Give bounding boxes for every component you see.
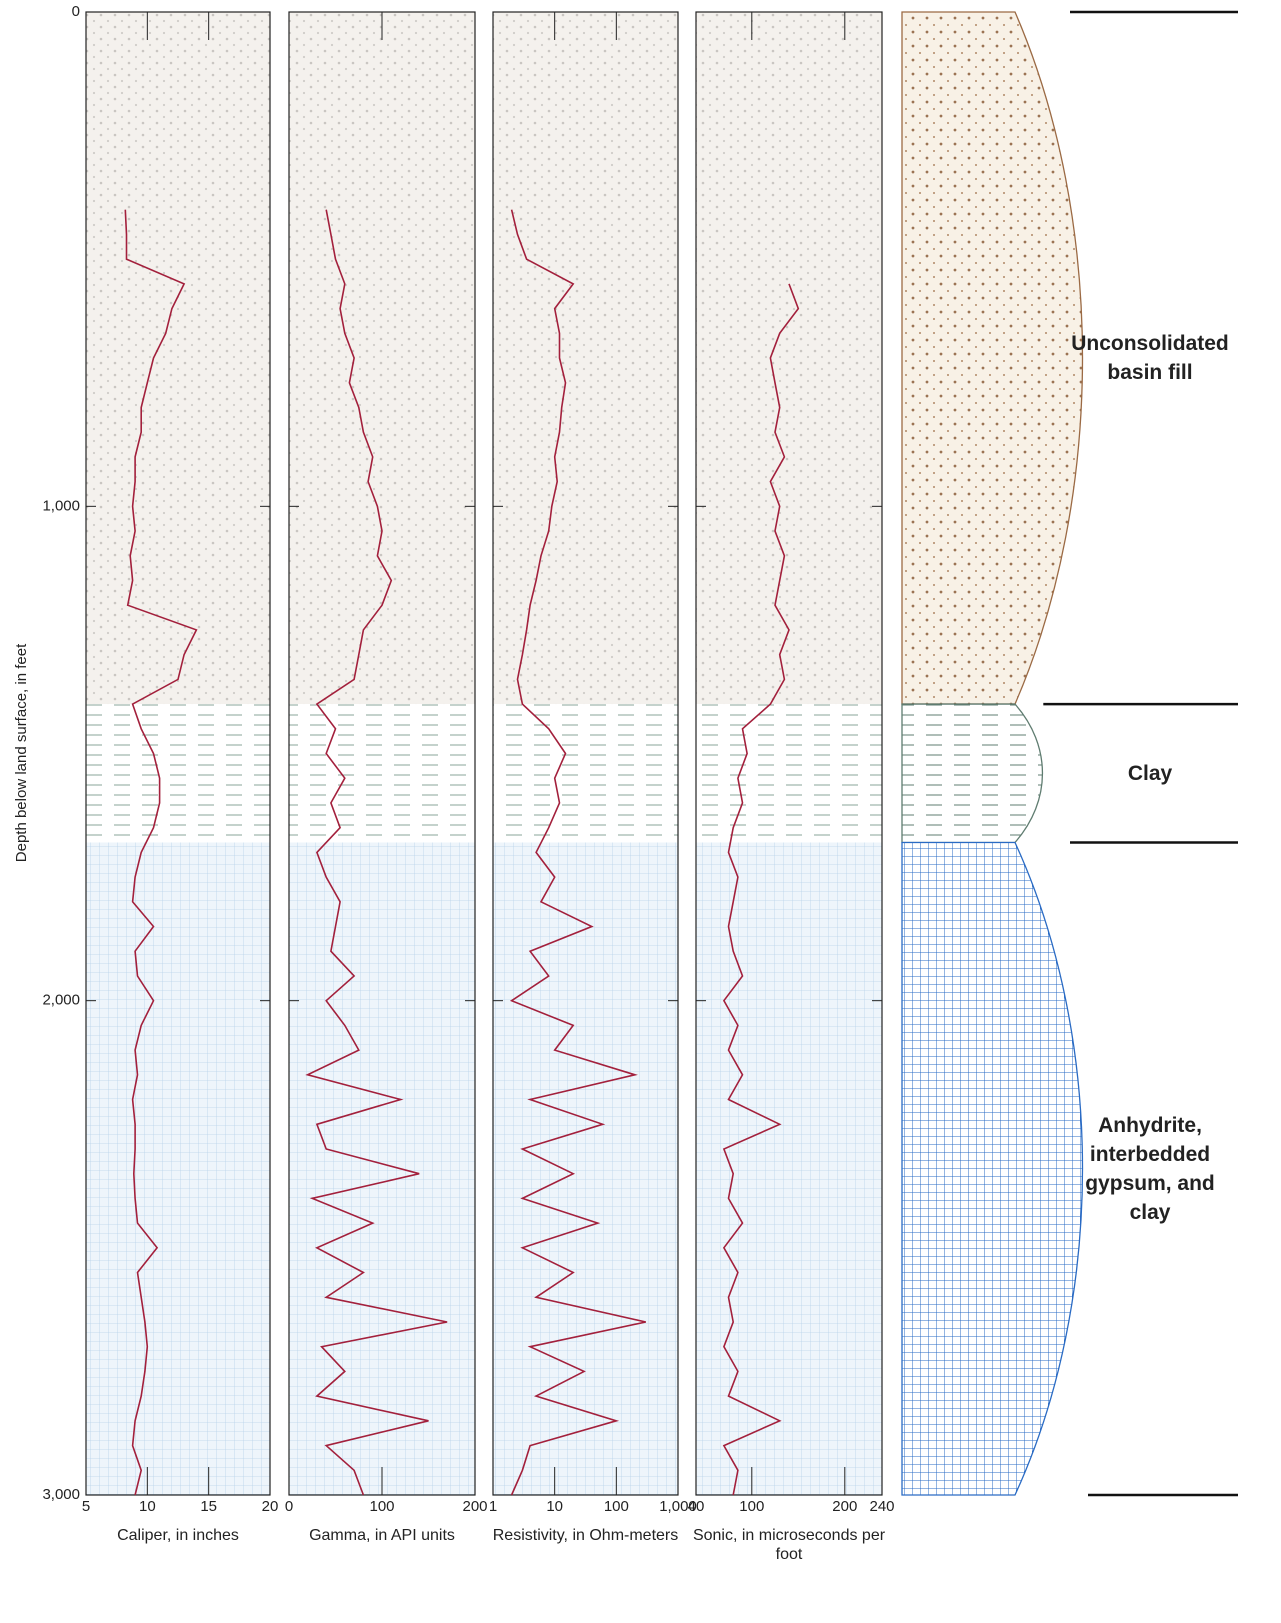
x-tick-label: 20 <box>262 1498 279 1515</box>
x-tick-label: 1 <box>489 1498 497 1515</box>
unit-label: Clay <box>1065 759 1235 788</box>
lithology-background <box>86 842 270 1495</box>
x-tick-label: 240 <box>869 1498 894 1515</box>
lithology-background <box>696 842 882 1495</box>
lithology-background <box>696 704 882 842</box>
lithology-background <box>493 12 678 704</box>
lithology-background <box>493 704 678 842</box>
page: Depth below land surface, in feet 0 1,000… <box>0 0 1281 1623</box>
lithology-background <box>696 12 882 704</box>
track-label: Gamma, in API units <box>279 1526 485 1545</box>
y-tick-label: 2,000 <box>42 992 80 1009</box>
y-tick-label: 1,000 <box>42 497 80 514</box>
x-tick-label: 15 <box>200 1498 217 1515</box>
y-tick-label: 3,000 <box>42 1486 80 1503</box>
x-tick-label: 200 <box>832 1498 857 1515</box>
x-tick-label: 10 <box>139 1498 156 1515</box>
track-label: Sonic, in microseconds per foot <box>686 1526 892 1564</box>
x-tick-label: 100 <box>604 1498 629 1515</box>
lithology-column <box>902 842 1083 1495</box>
x-tick-label: 200 <box>462 1498 487 1515</box>
chart: Depth below land surface, in feet 0 1,000… <box>0 0 1281 1623</box>
x-tick-label: 5 <box>82 1498 90 1515</box>
lithology-background <box>289 842 475 1495</box>
unit-label: Unconsolidated basin fill <box>1065 329 1235 387</box>
lithology-background <box>86 704 270 842</box>
y-axis-label: Depth below land surface, in feet <box>13 643 30 862</box>
lithology-background <box>86 12 270 704</box>
x-tick-label: 0 <box>285 1498 293 1515</box>
y-tick-label: 0 <box>72 3 80 20</box>
lithology-background <box>289 12 475 704</box>
lithology-column <box>902 704 1042 842</box>
x-tick-label: 100 <box>369 1498 394 1515</box>
lithology-column <box>902 12 1083 704</box>
x-tick-label: 40 <box>688 1498 705 1515</box>
track-label: Resistivity, in Ohm-meters <box>483 1526 688 1545</box>
x-tick-label: 10 <box>546 1498 563 1515</box>
track-label: Caliper, in inches <box>76 1526 280 1545</box>
unit-label: Anhydrite, interbedded gypsum, and clay <box>1065 1111 1235 1227</box>
lithology-background <box>493 842 678 1495</box>
lithology-background <box>289 704 475 842</box>
x-tick-label: 100 <box>739 1498 764 1515</box>
